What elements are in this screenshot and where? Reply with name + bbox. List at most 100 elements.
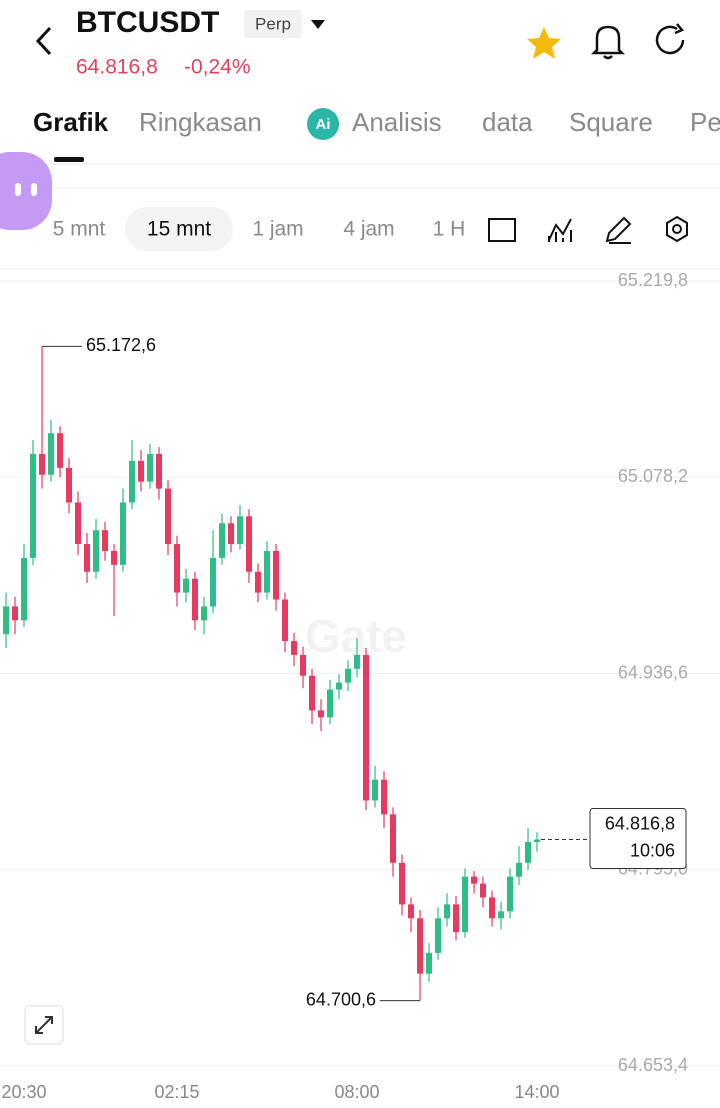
- candle-body: [291, 641, 297, 655]
- candle-body: [282, 599, 288, 642]
- tool-settings[interactable]: [666, 215, 688, 243]
- candle-body: [183, 578, 189, 593]
- candle-body: [363, 654, 369, 801]
- candle-body: [480, 883, 486, 898]
- candle-body: [138, 460, 144, 482]
- interval[interactable]: 1 jam: [252, 218, 303, 241]
- candle-body: [165, 488, 171, 545]
- candle-body: [264, 550, 270, 593]
- candle-body: [111, 550, 117, 565]
- x-tick-label: 02:15: [154, 1082, 199, 1102]
- tool-draw[interactable]: [605, 216, 632, 244]
- assistant-bubble[interactable]: [0, 152, 52, 230]
- candle-body: [534, 839, 540, 843]
- dropdown[interactable]: [311, 20, 325, 29]
- candle-body: [309, 675, 315, 711]
- candle-body: [327, 689, 333, 718]
- fullscreen-icon: [35, 1016, 53, 1034]
- candle-body: [21, 557, 27, 621]
- candle-body: [417, 918, 423, 974]
- candle-body: [462, 876, 468, 933]
- candle-body: [219, 523, 225, 558]
- candle-body: [273, 550, 279, 600]
- badge-bg: [244, 10, 302, 38]
- y-tick-label: 65.078,2: [618, 466, 688, 486]
- annotation-label: 64.700,6: [306, 989, 376, 1009]
- candle-body: [255, 571, 261, 593]
- tab[interactable]: Grafik: [33, 107, 109, 137]
- candle-body: [399, 862, 405, 905]
- candle-body: [246, 516, 252, 572]
- candle-body: [318, 710, 324, 718]
- candle-body: [489, 897, 495, 919]
- candlestick-chart: 64.653,464.795,064.936,665.078,265.219,8…: [0, 270, 720, 1102]
- candle-body: [39, 453, 45, 475]
- candle-body: [84, 544, 90, 572]
- y-tick-label: 65.219,8: [618, 270, 688, 290]
- candle-body: [75, 502, 81, 545]
- candle-body: [210, 557, 216, 607]
- candle-body: [66, 467, 72, 503]
- candle-body: [336, 682, 342, 690]
- refresh[interactable]: [655, 23, 685, 55]
- candle-body: [498, 911, 504, 919]
- tab[interactable]: Square: [569, 107, 653, 137]
- last-price: 64.816,8: [76, 56, 158, 79]
- interval[interactable]: 4 jam: [343, 218, 394, 241]
- candle-body: [12, 606, 18, 621]
- candle-body: [102, 530, 108, 551]
- last-price-label: 64.816,8: [605, 813, 675, 833]
- watermark: Gate: [305, 610, 407, 662]
- candle-body: [174, 544, 180, 593]
- tab[interactable]: Ringkasan: [139, 107, 262, 137]
- back-button[interactable]: [35, 26, 52, 56]
- interval[interactable]: 5 mnt: [53, 218, 106, 241]
- tool-indicator[interactable]: [548, 218, 572, 242]
- candle-body: [192, 578, 198, 621]
- candle-body: [147, 453, 153, 482]
- price-change: -0,24%: [184, 56, 251, 79]
- candle-body: [129, 460, 135, 503]
- favorite[interactable]: [527, 27, 561, 59]
- candle-body: [345, 668, 351, 683]
- interval-selected: [125, 207, 233, 251]
- x-tick-label: 14:00: [514, 1082, 559, 1102]
- candle-body: [57, 433, 63, 468]
- tool-layout[interactable]: [488, 218, 516, 242]
- alert[interactable]: [590, 25, 626, 60]
- candle-body: [390, 814, 396, 863]
- x-tick-label: 20:30: [1, 1082, 46, 1102]
- tab[interactable]: Analisis: [352, 107, 442, 137]
- interval[interactable]: 15 mnt: [147, 218, 211, 241]
- y-tick-label: 64.653,4: [618, 1055, 688, 1075]
- ai-icon: [307, 108, 339, 140]
- badge: Perp: [255, 14, 291, 33]
- tab-indicator: [54, 157, 84, 162]
- tab[interactable]: Pe: [690, 107, 720, 137]
- candle-body: [237, 516, 243, 545]
- candle-body: [408, 904, 414, 919]
- candle-body: [525, 842, 531, 863]
- tab-bar: Grafik Ringkasan Analisis data Square Pe: [33, 107, 720, 137]
- y-tick-label: 64.936,6: [618, 662, 688, 682]
- candle-body: [444, 904, 450, 919]
- candle-body: [156, 453, 162, 489]
- candle-body: [453, 904, 459, 933]
- last-price-box: [589, 808, 687, 870]
- bubble-eye: [31, 183, 37, 196]
- candle-body: [507, 876, 513, 912]
- tab[interactable]: data: [482, 107, 533, 137]
- candle-body: [120, 502, 126, 565]
- candle-body: [30, 453, 36, 558]
- candle-body: [471, 876, 477, 884]
- symbol-title: BTCUSDT: [76, 6, 219, 39]
- bubble-eye: [15, 183, 21, 196]
- candle-body: [228, 523, 234, 545]
- candle-body: [372, 779, 378, 801]
- tool-settings-dot: [672, 224, 682, 234]
- interval[interactable]: 1 H: [433, 218, 466, 241]
- annotation-label: 65.172,6: [86, 335, 156, 355]
- candle-body: [354, 654, 360, 669]
